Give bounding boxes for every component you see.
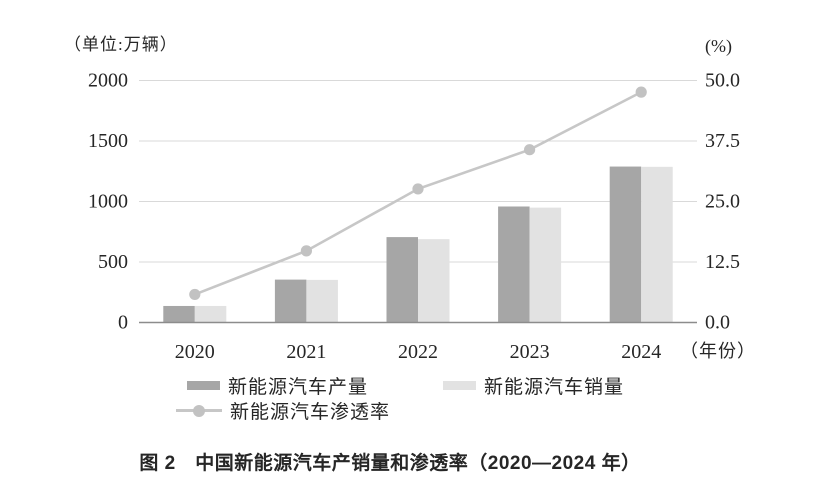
right-axis-tick-label: 0.0 bbox=[705, 312, 730, 334]
sales-bar bbox=[306, 279, 338, 323]
penetration-line-swatch-icon bbox=[176, 404, 222, 417]
x-axis-year-label: 2022 bbox=[398, 341, 438, 363]
penetration-data-point bbox=[524, 144, 536, 156]
legend-item-sales: 新能源汽车销量 bbox=[443, 372, 624, 399]
penetration-data-point bbox=[189, 288, 201, 301]
left-axis-unit-label: （单位:万辆） bbox=[64, 35, 178, 54]
penetration-dot-icon bbox=[193, 404, 205, 417]
right-axis-tick-label: 12.5 bbox=[705, 251, 740, 273]
x-axis-year-label: 2021 bbox=[286, 341, 326, 363]
left-axis-tick-label: 500 bbox=[98, 251, 128, 273]
production-bar bbox=[274, 279, 307, 323]
sales-bar bbox=[529, 207, 562, 323]
legend-label-production: 新能源汽车产量 bbox=[228, 377, 369, 398]
penetration-data-point bbox=[635, 86, 647, 98]
sales-bar-swatch-icon bbox=[443, 381, 476, 390]
x-axis-year-label: 2024 bbox=[621, 341, 661, 363]
left-axis-tick-label: 1500 bbox=[88, 130, 128, 152]
right-axis-tick-label: 50.0 bbox=[705, 70, 740, 92]
production-bar bbox=[609, 166, 642, 323]
legend-label-penetration: 新能源汽车渗透率 bbox=[230, 402, 391, 423]
production-bar bbox=[386, 237, 418, 323]
production-bar bbox=[163, 305, 195, 323]
x-axis-suffix-label: （年份） bbox=[680, 341, 756, 361]
x-axis-year-label: 2023 bbox=[510, 341, 550, 363]
penetration-data-point bbox=[300, 245, 312, 257]
production-bar bbox=[498, 206, 530, 323]
right-axis-tick-label: 25.0 bbox=[705, 191, 740, 213]
combo-chart-svg: 0 0.0 500 12.5 1000 25.0 1500 37.5 2000 50.0 2020 2… bbox=[88, 70, 756, 364]
left-axis-tick-label: 1000 bbox=[88, 191, 128, 213]
sales-bar bbox=[641, 166, 673, 323]
x-axis-year-label: 2020 bbox=[175, 341, 215, 363]
sales-bar bbox=[194, 305, 227, 323]
production-bar-swatch-icon bbox=[187, 381, 220, 390]
figure-caption: 图 2 中国新能源汽车产销量和渗透率（2020—2024 年） bbox=[139, 453, 641, 474]
right-axis-tick-label: 37.5 bbox=[705, 130, 740, 152]
left-axis-tick-label: 0 bbox=[118, 312, 128, 334]
left-axis-tick-label: 2000 bbox=[88, 70, 128, 92]
chart-area: 0 0.0 500 12.5 1000 25.0 1500 37.5 2000 50.0 2020 2… bbox=[88, 70, 756, 364]
sales-bar bbox=[418, 239, 450, 323]
legend-item-production: 新能源汽车产量 bbox=[187, 372, 368, 399]
penetration-data-point bbox=[412, 183, 424, 195]
right-axis-unit-label: (%) bbox=[705, 36, 732, 56]
legend-label-sales: 新能源汽车销量 bbox=[484, 377, 625, 398]
legend-item-penetration: 新能源汽车渗透率 bbox=[176, 397, 390, 424]
